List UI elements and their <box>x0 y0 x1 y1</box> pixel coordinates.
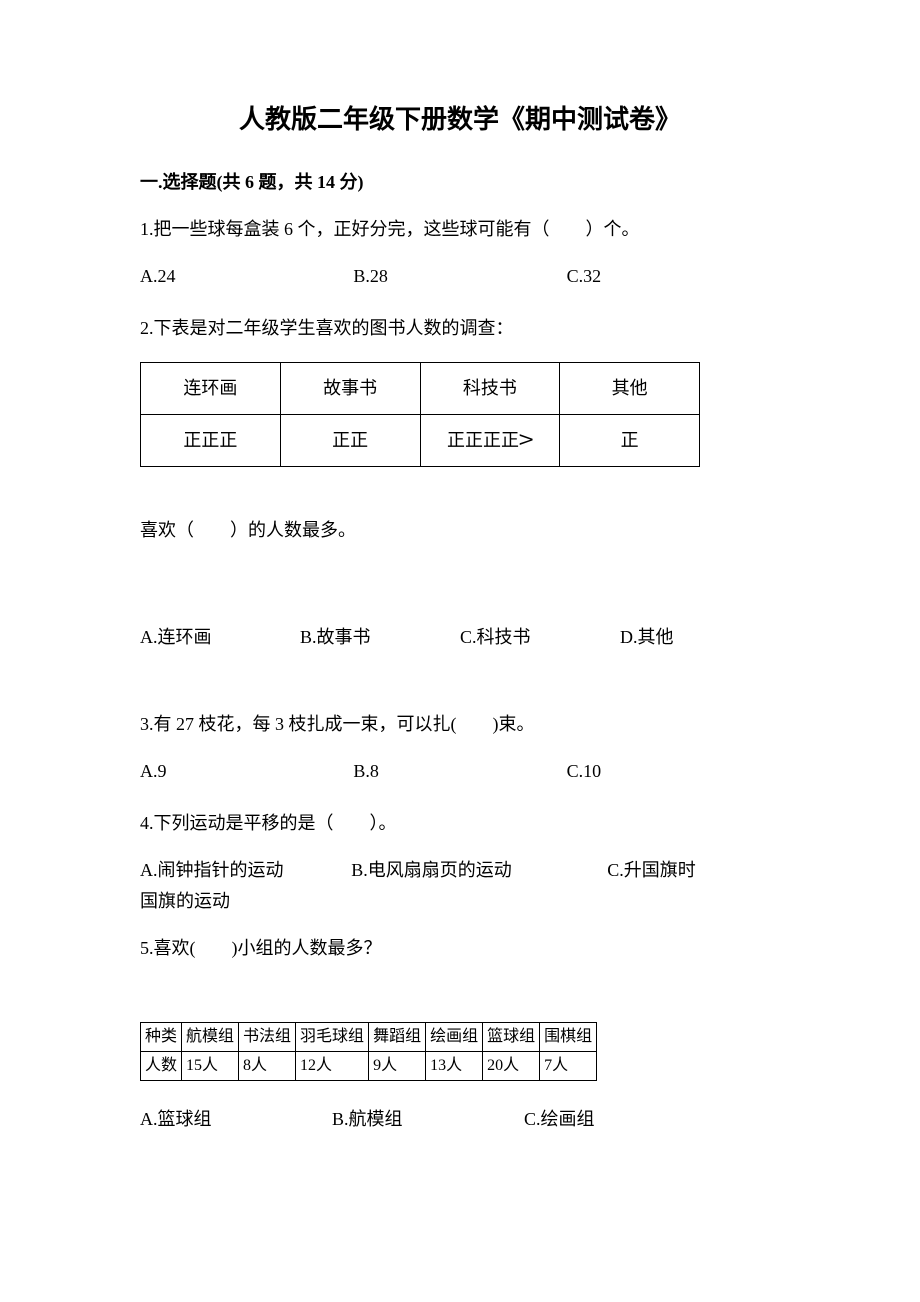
question-5-table: 种类 航模组 书法组 羽毛球组 舞蹈组 绘画组 篮球组 围棋组 人数 15人 8… <box>140 1022 597 1081</box>
q5-r2c0: 人数 <box>141 1052 182 1081</box>
q2-th-1: 连环画 <box>141 363 281 415</box>
q5-r2c6: 20人 <box>483 1052 540 1081</box>
question-5-options: A.篮球组 B.航模组 C.绘画组 <box>140 1106 780 1133</box>
question-2-table: 连环画 故事书 科技书 其他 正正正 正正 正正正正𝈷 正 <box>140 362 700 467</box>
q4-option-b: B.电风扇扇页的运动 <box>351 857 607 884</box>
q2-td-4: 正 <box>560 415 700 467</box>
q4-option-c-continued: 国旗的运动 <box>140 888 780 915</box>
q2-option-c: C.科技书 <box>460 624 620 651</box>
table-row: 正正正 正正 正正正正𝈷 正 <box>141 415 700 467</box>
section-1-header: 一.选择题(共 6 题，共 14 分) <box>140 169 780 196</box>
q3-option-c: C.10 <box>567 758 780 785</box>
q5-r2c1: 15人 <box>182 1052 239 1081</box>
q2-td-3: 正正正正𝈷 <box>420 415 560 467</box>
q4-option-c: C.升国旗时 <box>607 857 780 884</box>
q5-r1c0: 种类 <box>141 1023 182 1052</box>
q3-option-a: A.9 <box>140 758 353 785</box>
q5-option-a: A.篮球组 <box>140 1106 332 1133</box>
q1-option-a: A.24 <box>140 263 353 290</box>
q5-r2c4: 9人 <box>369 1052 426 1081</box>
q2-option-a: A.连环画 <box>140 624 300 651</box>
question-2-text: 2.下表是对二年级学生喜欢的图书人数的调查： <box>140 315 780 342</box>
table-row: 连环画 故事书 科技书 其他 <box>141 363 700 415</box>
q3-option-b: B.8 <box>353 758 566 785</box>
q2-option-b: B.故事书 <box>300 624 460 651</box>
q5-r1c2: 书法组 <box>239 1023 296 1052</box>
q4-option-a: A.闹钟指针的运动 <box>140 857 351 884</box>
q2-td-1: 正正正 <box>141 415 281 467</box>
q2-th-3: 科技书 <box>420 363 560 415</box>
q5-r1c6: 篮球组 <box>483 1023 540 1052</box>
q2-td-2: 正正 <box>280 415 420 467</box>
question-4-options: A.闹钟指针的运动 B.电风扇扇页的运动 C.升国旗时 <box>140 857 780 884</box>
q5-r1c1: 航模组 <box>182 1023 239 1052</box>
q5-r2c5: 13人 <box>426 1052 483 1081</box>
question-3-text: 3.有 27 枝花，每 3 枝扎成一束，可以扎( )束。 <box>140 711 780 738</box>
question-2-after: 喜欢（ ）的人数最多。 <box>140 517 780 544</box>
question-2-options: A.连环画 B.故事书 C.科技书 D.其他 <box>140 624 780 651</box>
q5-option-c: C.绘画组 <box>524 1106 716 1133</box>
q5-r2c7: 7人 <box>540 1052 597 1081</box>
q5-r1c3: 羽毛球组 <box>296 1023 369 1052</box>
page-title: 人教版二年级下册数学《期中测试卷》 <box>140 100 780 139</box>
question-5-text: 5.喜欢( )小组的人数最多？ <box>140 935 780 962</box>
q5-r1c4: 舞蹈组 <box>369 1023 426 1052</box>
q1-option-b: B.28 <box>353 263 566 290</box>
q5-option-b: B.航模组 <box>332 1106 524 1133</box>
q5-r1c7: 围棋组 <box>540 1023 597 1052</box>
q1-option-c: C.32 <box>567 263 780 290</box>
q5-r1c5: 绘画组 <box>426 1023 483 1052</box>
question-1-options: A.24 B.28 C.32 <box>140 263 780 290</box>
question-1-text: 1.把一些球每盒装 6 个，正好分完，这些球可能有（ ）个。 <box>140 216 780 243</box>
q2-th-4: 其他 <box>560 363 700 415</box>
question-4-text: 4.下列运动是平移的是（ ）。 <box>140 810 780 837</box>
q2-option-d: D.其他 <box>620 624 780 651</box>
q5-r2c2: 8人 <box>239 1052 296 1081</box>
q5-r2c3: 12人 <box>296 1052 369 1081</box>
question-3-options: A.9 B.8 C.10 <box>140 758 780 785</box>
table-row: 人数 15人 8人 12人 9人 13人 20人 7人 <box>141 1052 597 1081</box>
q2-th-2: 故事书 <box>280 363 420 415</box>
table-row: 种类 航模组 书法组 羽毛球组 舞蹈组 绘画组 篮球组 围棋组 <box>141 1023 597 1052</box>
